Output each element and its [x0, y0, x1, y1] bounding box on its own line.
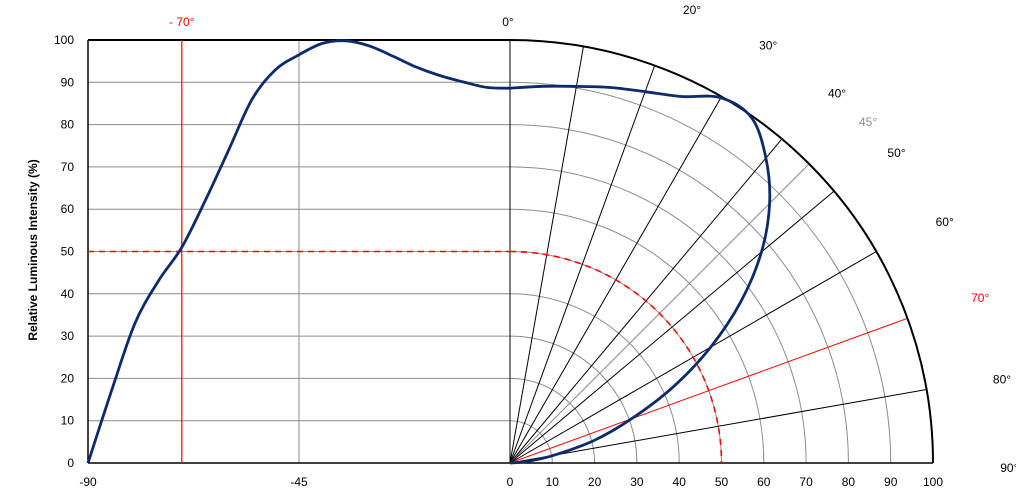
radius-tick-label: 60 — [757, 475, 771, 489]
y-tick-label: 10 — [61, 414, 75, 428]
intensity-curve-polar — [509, 84, 772, 465]
grid-group — [88, 40, 927, 464]
angle-label-70: 70° — [971, 291, 989, 305]
radius-tick-label: 40 — [673, 475, 687, 489]
angle-label-30: 30° — [759, 38, 777, 52]
radius-tick-label: 10 — [546, 475, 560, 489]
marker-dashed-arc — [509, 250, 723, 464]
radius-tick-label: 100 — [923, 475, 943, 489]
y-tick-label: 60 — [61, 202, 75, 216]
y-tick-label: 90 — [61, 75, 75, 89]
radius-tick-label: 90 — [884, 475, 898, 489]
y-axis-title: Relative Luminous Intensity (%) — [26, 159, 40, 340]
angle-label-60: 60° — [936, 215, 954, 229]
y-tick-label: 100 — [54, 33, 74, 47]
angle-label-0: 0° — [502, 15, 514, 29]
y-tick-label: 80 — [61, 118, 75, 132]
angle-spoke-80 — [509, 389, 927, 464]
angle-label-80: 80° — [993, 372, 1011, 386]
radius-tick-label: 80 — [842, 475, 856, 489]
angle-label-45: 45° — [859, 115, 877, 129]
radius-tick-label: 20 — [588, 475, 602, 489]
radius-tick-label: 70 — [799, 475, 813, 489]
radius-tick-label: 50 — [715, 475, 729, 489]
angle-label-90: 90° — [1000, 461, 1016, 475]
angle-label-20: 20° — [683, 3, 701, 17]
y-tick-label: 20 — [61, 371, 75, 385]
y-tick-label: 70 — [61, 160, 75, 174]
radius-tick-label: 30 — [630, 475, 644, 489]
marker-angle-label: - 70° — [169, 15, 195, 29]
y-tick-label: 50 — [61, 245, 75, 259]
intensity-curve-cartesian — [86, 39, 511, 464]
angle-label-50: 50° — [887, 146, 905, 160]
radius-tick-label: 0 — [507, 475, 514, 489]
marker-group — [88, 40, 723, 464]
angle-label-40: 40° — [828, 87, 846, 101]
x-tick-label: -45 — [290, 475, 308, 489]
angle-spoke-50 — [509, 190, 835, 464]
y-tick-label: 0 — [67, 456, 74, 470]
y-tick-label: 30 — [61, 329, 75, 343]
angle-spoke-20 — [509, 65, 656, 464]
y-tick-label: 40 — [61, 287, 75, 301]
outer-arc — [509, 39, 934, 464]
x-tick-label: -90 — [79, 475, 97, 489]
